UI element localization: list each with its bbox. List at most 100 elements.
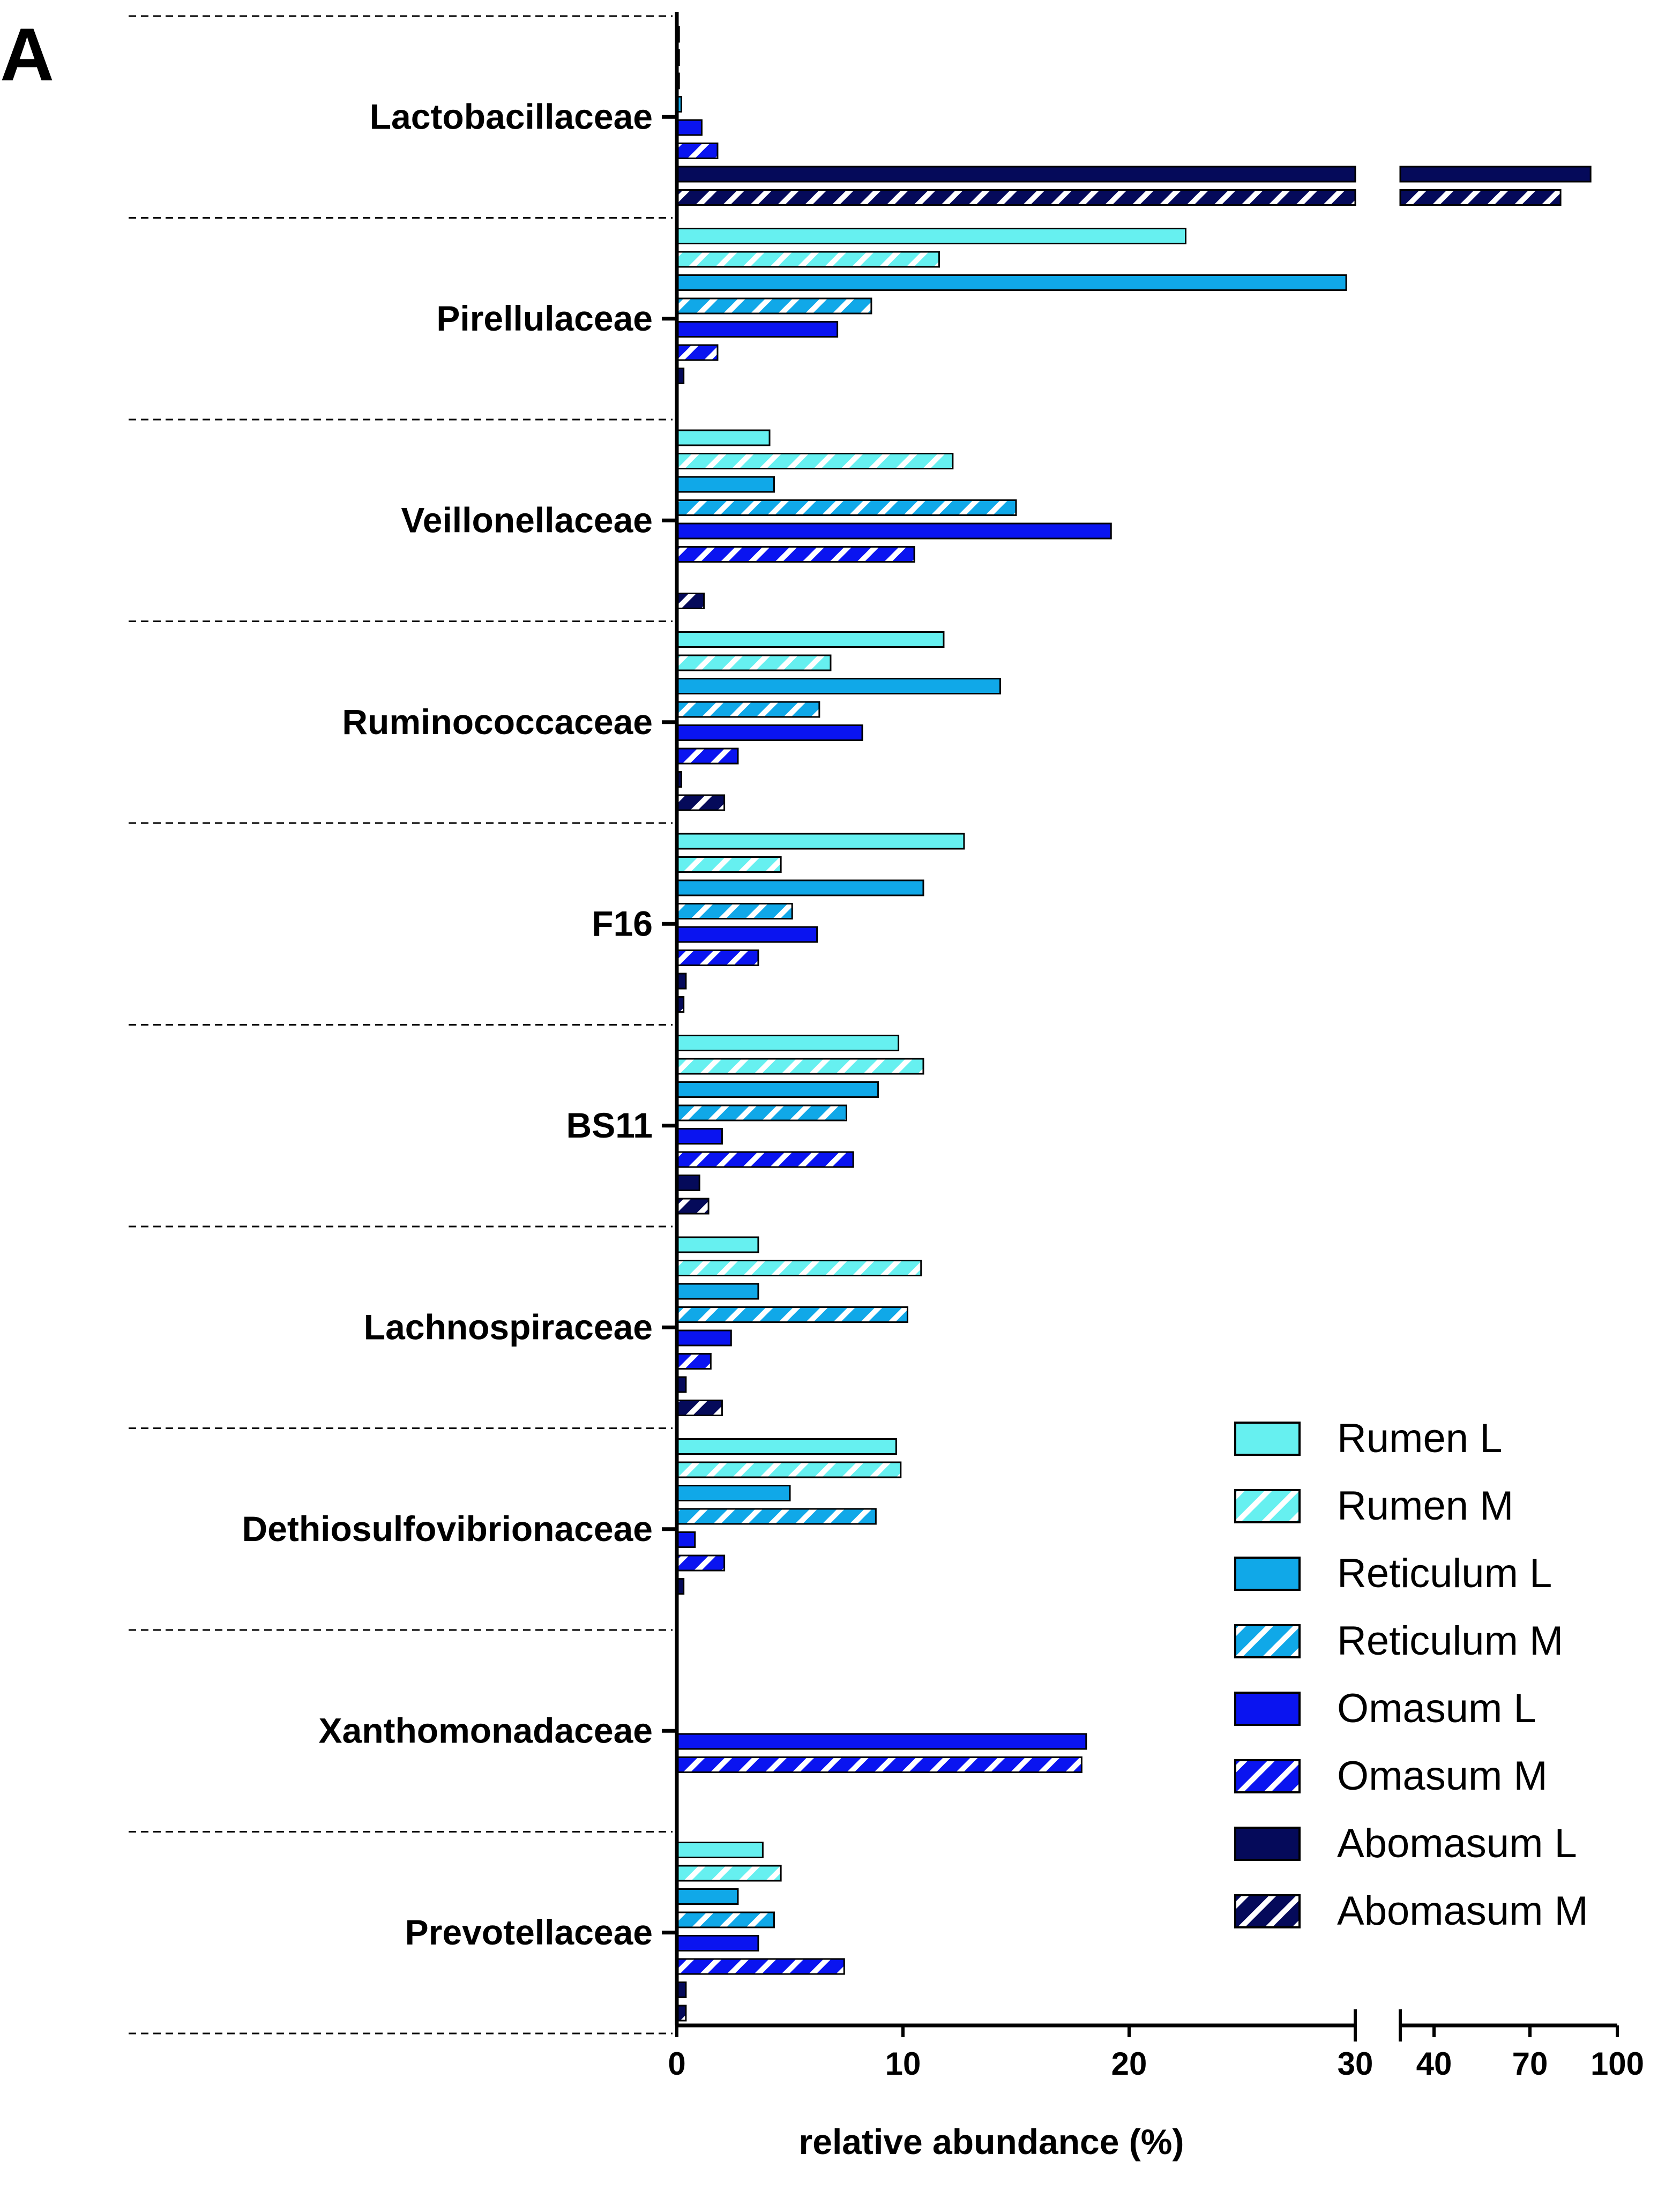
bar-prevotellaceae-rumen-m [676, 1865, 782, 1882]
legend: Rumen L Rumen M Reticulum L Reticulum M Omas… [1234, 1416, 1588, 1934]
x-axis-title: relative abundance (%) [799, 2122, 1184, 2162]
legend-swatch [1234, 1759, 1301, 1793]
bar-ruminococcaceae-rumen-m [676, 654, 832, 671]
bar-ruminococcaceae-omasum-m [676, 747, 739, 765]
bar-bs11-abomasum-m [676, 1198, 710, 1215]
bar-ruminococcaceae-omasum-l [676, 724, 863, 741]
category-label: Xanthomonadaceae [318, 1710, 653, 1750]
x-tick-label: 70 [1512, 2046, 1548, 2082]
bar-dethiosulfovibrionaceae-reticulum-l [676, 1485, 791, 1501]
x-axis-ticks: 0 10 20 30 40 70 100 [668, 2025, 1644, 2082]
bar-prevotellaceae-reticulum-l [676, 1888, 739, 1905]
bar-bs11-omasum-m [676, 1151, 854, 1168]
bar-f16-reticulum-m [676, 903, 793, 919]
bar-dethiosulfovibrionaceae-omasum-l [676, 1531, 696, 1548]
category-label: Prevotellaceae [405, 1912, 653, 1952]
legend-swatch [1234, 1557, 1301, 1591]
legend-swatch [1234, 1692, 1301, 1726]
bar-bs11-rumen-l [676, 1035, 900, 1051]
bar-f16-omasum-l [676, 926, 818, 943]
bar-veillonellaceae-omasum-m [676, 546, 915, 563]
bar-prevotellaceae-reticulum-m [676, 1911, 775, 1928]
bar-dethiosulfovibrionaceae-omasum-m [676, 1554, 726, 1572]
bar-lachnospiraceae-rumen-l [676, 1236, 759, 1253]
bar-pirellulaceae-rumen-l [676, 228, 1186, 244]
legend-label: Reticulum M [1337, 1618, 1563, 1664]
bar-pirellulaceae-reticulum-m [676, 297, 872, 315]
bar-ruminococcaceae-rumen-l [676, 631, 945, 648]
category-labels: Lactobacillaceae Pirellulaceae Veillonella… [242, 96, 677, 1952]
bar-prevotellaceae-rumen-l [676, 1842, 764, 1858]
bar-veillonellaceae-reticulum-l [676, 476, 775, 493]
bar-veillonellaceae-abomasum-m [676, 593, 705, 609]
category-separators [129, 15, 673, 2035]
panel-label: A [0, 12, 54, 96]
bar-pirellulaceae-reticulum-l [676, 274, 1347, 291]
bar-lachnospiraceae-rumen-m [676, 1260, 922, 1276]
legend-swatch [1234, 1894, 1301, 1928]
bar-veillonellaceae-reticulum-m [676, 499, 1017, 516]
bar-dethiosulfovibrionaceae-rumen-m [676, 1461, 902, 1478]
bar-bs11-reticulum-m [676, 1104, 847, 1121]
bar-lachnospiraceae-reticulum-l [676, 1283, 759, 1300]
legend-label: Abomasum M [1337, 1888, 1588, 1934]
category-label: Veillonellaceae [401, 500, 653, 540]
x-tick-label: 10 [885, 2046, 921, 2082]
category-label: Pirellulaceae [436, 298, 653, 338]
legend-label: Omasum M [1337, 1753, 1548, 1799]
category-label: Dethiosulfovibrionaceae [242, 1509, 653, 1549]
x-tick-label: 30 [1338, 2046, 1373, 2082]
bar-veillonellaceae-rumen-l [676, 429, 771, 446]
bar-lachnospiraceae-omasum-l [676, 1329, 732, 1347]
bar-bs11-rumen-m [676, 1058, 924, 1075]
bar-f16-rumen-l [676, 833, 965, 850]
bar-lactobacillaceae-abomasum-l [676, 166, 1356, 183]
bar-veillonellaceae-omasum-l [676, 522, 1112, 540]
legend-label: Omasum L [1337, 1686, 1536, 1731]
legend-label: Abomasum L [1337, 1821, 1577, 1866]
x-tick-label: 40 [1416, 2046, 1452, 2082]
legend-label: Rumen L [1337, 1416, 1502, 1461]
bar-lactobacillaceae-abomasum-m [676, 189, 1356, 206]
bar-f16-omasum-m [676, 949, 759, 966]
bar-ruminococcaceae-reticulum-m [676, 701, 820, 718]
bar-xanthomonadaceae-omasum-m [676, 1756, 1082, 1773]
legend-label: Rumen M [1337, 1483, 1513, 1529]
x-tick-label: 0 [668, 2046, 685, 2082]
bar-bs11-abomasum-l [676, 1175, 700, 1191]
bar-dethiosulfovibrionaceae-reticulum-m [676, 1508, 877, 1525]
legend-label: Reticulum L [1337, 1551, 1552, 1596]
bar-xanthomonadaceae-omasum-l [676, 1733, 1087, 1750]
bar-pirellulaceae-omasum-l [676, 321, 839, 338]
bar-ruminococcaceae-abomasum-m [676, 794, 726, 811]
bar-f16-reticulum-l [676, 879, 924, 896]
bar-pirellulaceae-rumen-m [676, 251, 940, 268]
bar-lachnospiraceae-reticulum-m [676, 1306, 908, 1323]
category-label: Lactobacillaceae [370, 96, 653, 136]
x-tick-label: 20 [1111, 2046, 1147, 2082]
x-tick-label: 100 [1591, 2046, 1644, 2082]
bar-prevotellaceae-omasum-m [676, 1958, 845, 1975]
bar-lachnospiraceae-abomasum-m [676, 1400, 723, 1416]
bar-pirellulaceae-omasum-m [676, 344, 719, 361]
category-label: Lachnospiraceae [364, 1307, 653, 1347]
category-label: BS11 [566, 1105, 653, 1145]
legend-swatch [1234, 1489, 1301, 1523]
bar-lactobacillaceae-omasum-m [676, 143, 719, 159]
category-label: F16 [592, 903, 653, 943]
bar-bs11-reticulum-l [676, 1081, 879, 1098]
category-label: Ruminococcaceae [342, 702, 653, 742]
legend-swatch [1234, 1827, 1301, 1861]
bar-lactobacillaceae-abomasum-m-cont [1399, 189, 1562, 206]
legend-swatch [1234, 1422, 1301, 1456]
bar-lactobacillaceae-omasum-l [676, 119, 703, 136]
bar-f16-rumen-m [676, 856, 782, 873]
bar-veillonellaceae-rumen-m [676, 453, 954, 469]
legend-swatch [1234, 1624, 1301, 1658]
bar-prevotellaceae-omasum-l [676, 1935, 759, 1951]
bars [676, 26, 1592, 2022]
bar-lactobacillaceae-abomasum-l-cont [1399, 166, 1592, 183]
bar-ruminococcaceae-reticulum-l [676, 678, 1001, 694]
bar-lachnospiraceae-omasum-m [676, 1353, 712, 1370]
